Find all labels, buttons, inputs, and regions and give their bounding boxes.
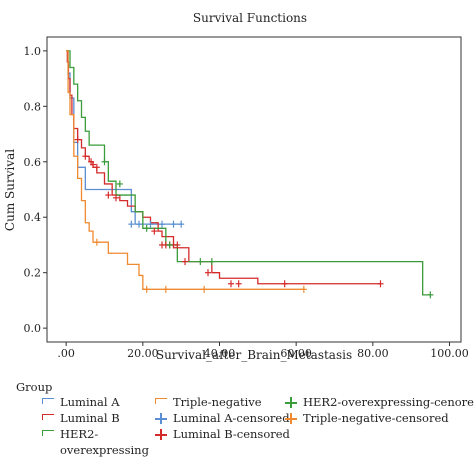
censor-mark-luminal-b-censored	[90, 161, 96, 169]
legend-label: HER2-overexpressing-cenored	[303, 395, 474, 409]
x-tick-label: .00	[57, 347, 75, 360]
series-line-her2-overexpressing	[66, 50, 431, 296]
censor-mark-triple-negative-censored	[162, 285, 169, 293]
censor-mark-luminal-b-censored	[105, 191, 112, 199]
x-tick-label: 100.00	[430, 347, 469, 360]
censor-mark-her2-overexpressing-cenored	[143, 224, 150, 232]
legend-item-luminal-a-censored: Luminal A-censored	[155, 410, 290, 426]
y-axis: 0.0 0.2 0.4 0.6 0.8 1.0	[24, 45, 47, 335]
legend-swatch	[155, 429, 167, 440]
series-layer	[66, 50, 431, 296]
censor-mark-triple-negative-censored	[201, 285, 208, 293]
censor-mark-her2-overexpressing-cenored	[427, 291, 434, 299]
censor-mark-luminal-b-censored	[205, 269, 211, 277]
y-tick-label: 0.2	[24, 267, 42, 280]
y-axis-label: Cum Survival	[3, 149, 17, 231]
censor-mark-luminal-b-censored	[113, 194, 119, 202]
censor-mark-her2-overexpressing-cenored	[116, 180, 123, 188]
legend-item-luminal-b-censored: Luminal B-censored	[155, 426, 290, 442]
legend-swatch	[155, 398, 167, 407]
legend-label: Luminal A	[60, 395, 120, 409]
y-tick-label: 0.4	[24, 211, 42, 224]
censor-mark-her2-overexpressing-cenored	[208, 258, 215, 266]
censor-mark-her2-overexpressing-cenored	[101, 158, 108, 166]
legend-label: Luminal B-censored	[173, 427, 290, 441]
y-tick-label: 0.8	[24, 100, 42, 113]
legend-swatch	[155, 413, 167, 424]
y-tick-label: 1.0	[24, 45, 42, 58]
x-axis: .00 20.00 40.00 60.00 80.00 100.00	[57, 342, 469, 360]
censor-mark-luminal-a-censored	[178, 220, 185, 228]
x-tick-label: 60.00	[280, 347, 312, 360]
censor-mark-luminal-b-censored	[74, 136, 81, 144]
legend-item-luminal-a: Luminal A	[42, 394, 120, 410]
censor-mark-triple-negative-censored	[143, 285, 150, 293]
censor-mark-luminal-b-censored	[151, 227, 158, 235]
legend-label: Triple-negative-censored	[303, 411, 449, 425]
y-tick-label: 0.6	[24, 156, 42, 169]
censor-mark-luminal-a-censored	[147, 220, 154, 228]
y-tick-label: 0.0	[24, 322, 42, 335]
series-line-triple-negative	[66, 50, 304, 290]
censor-mark-luminal-b-censored	[235, 280, 242, 288]
legend-label: Luminal A-censored	[173, 411, 290, 425]
legend-item-triple-negative: Triple-negative	[155, 394, 262, 410]
legend-label: Triple-negative	[173, 395, 262, 409]
x-axis-label: Survival_after_Brain_Metastasis	[156, 348, 352, 362]
censor-mark-luminal-b-censored	[174, 241, 181, 249]
x-tick-label: 20.00	[127, 347, 159, 360]
censor-mark-luminal-b-censored	[182, 258, 188, 266]
censor-mark-triple-negative-censored	[93, 238, 100, 246]
censor-mark-luminal-a-censored	[159, 220, 165, 228]
censor-mark-her2-overexpressing-cenored	[197, 258, 204, 266]
x-tick-label: 40.00	[204, 347, 236, 360]
censor-mark-luminal-b-censored	[93, 163, 100, 171]
legend-label: Luminal B	[60, 411, 120, 425]
legend-label: HER2-overexpressing	[60, 427, 149, 457]
censor-mark-luminal-b-censored	[281, 280, 288, 288]
chart-title: Survival Functions	[193, 11, 307, 25]
legend-item-luminal-b: Luminal B	[42, 410, 120, 426]
censor-mark-luminal-b-censored	[228, 280, 234, 288]
censor-mark-luminal-b-censored	[377, 280, 384, 288]
censor-layer	[74, 136, 434, 299]
censor-mark-triple-negative-censored	[300, 285, 307, 293]
legend-swatch	[42, 398, 54, 407]
censor-mark-her2-overexpressing-cenored	[166, 241, 173, 249]
legend-swatch	[285, 413, 297, 424]
legend-item-triple-negative-censored: Triple-negative-censored	[285, 410, 449, 426]
chart-svg: Survival Functions .00 20.00 40.00 60.00 80.…	[3, 11, 469, 362]
legend: Group Luminal A Triple-negative HER2-overe…	[0, 376, 474, 474]
plot-area	[46, 36, 462, 343]
censor-mark-luminal-a-censored	[136, 220, 142, 228]
legend-item-her2-overexpressing-cenored: HER2-overexpressing-cenored	[285, 394, 474, 410]
legend-title: Group	[16, 380, 53, 394]
censor-mark-luminal-a-censored	[170, 220, 177, 228]
series-line-luminal-a	[66, 50, 182, 225]
censor-mark-luminal-b-censored	[82, 152, 89, 160]
legend-item-her2-overexpressing: HER2-overexpressing	[42, 426, 150, 458]
legend-swatch	[42, 414, 54, 423]
legend-swatch	[285, 397, 297, 408]
legend-swatch	[42, 430, 54, 439]
series-line-luminal-b	[66, 50, 381, 285]
censor-mark-luminal-a-censored	[128, 220, 135, 228]
x-tick-label: 80.00	[357, 347, 389, 360]
